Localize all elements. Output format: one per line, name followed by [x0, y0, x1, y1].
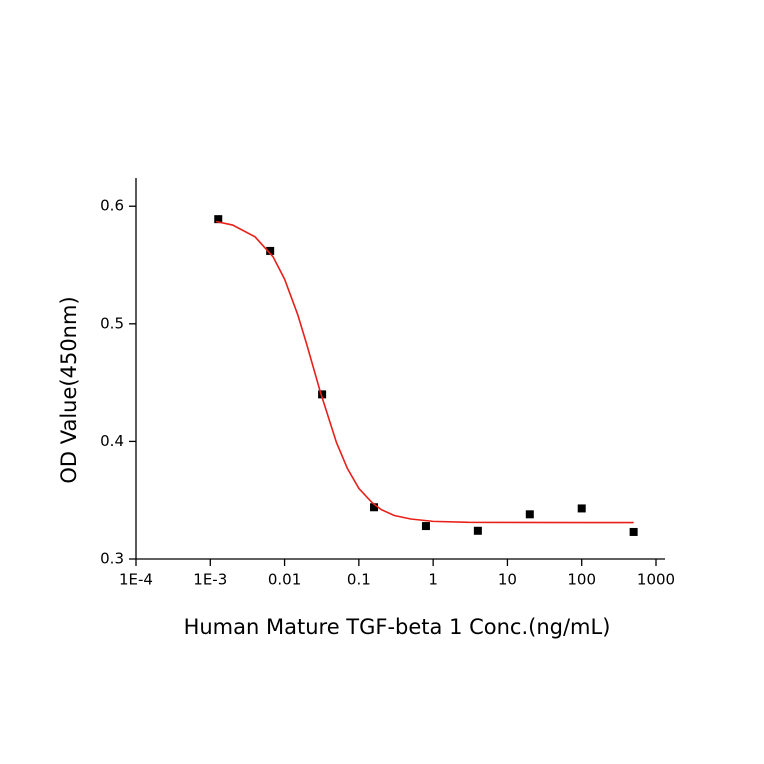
x-tick-label: 1E-3 — [193, 571, 227, 589]
data-point — [629, 527, 638, 536]
y-tick-label: 0.4 — [100, 432, 124, 450]
x-axis-title: Human Mature TGF-beta 1 Conc.(ng/mL) — [184, 615, 611, 639]
data-point — [266, 246, 275, 255]
data-point — [421, 522, 430, 531]
y-tick-label: 0.3 — [100, 550, 124, 568]
data-point — [473, 526, 482, 535]
data-point — [318, 390, 327, 399]
x-tick-label: 1 — [428, 571, 438, 589]
x-tick-label: 0.01 — [268, 571, 301, 589]
y-tick-label: 0.6 — [100, 197, 124, 215]
x-tick-label: 0.1 — [347, 571, 371, 589]
x-tick-label: 1000 — [637, 571, 675, 589]
y-axis-title: OD Value(450nm) — [57, 296, 81, 483]
data-point — [577, 504, 586, 513]
fit-curve — [216, 220, 634, 524]
x-tick-label: 100 — [567, 571, 596, 589]
x-tick-label: 10 — [498, 571, 517, 589]
data-point — [525, 510, 534, 519]
data-point — [214, 215, 223, 224]
x-tick-label: 1E-4 — [119, 571, 153, 589]
y-tick-label: 0.5 — [100, 314, 124, 332]
data-point — [370, 503, 379, 512]
